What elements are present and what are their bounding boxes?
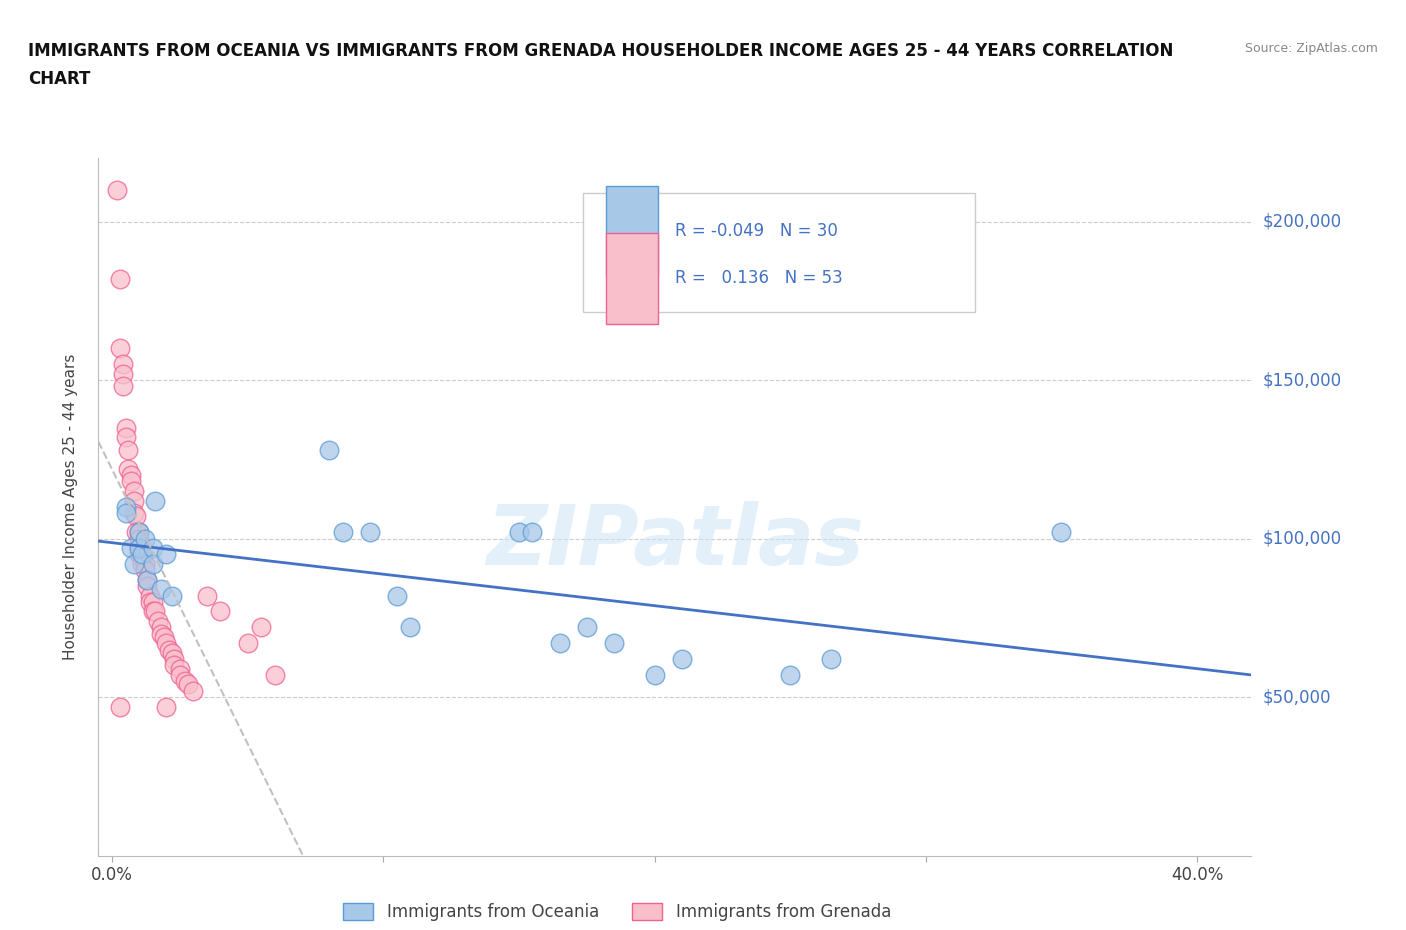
Point [169, 668, 191, 683]
Point [142, 540, 165, 555]
Point [136, 572, 159, 587]
Point [195, 588, 218, 603]
Point [250, 620, 273, 635]
Point [117, 443, 139, 458]
Point [152, 630, 174, 644]
FancyBboxPatch shape [606, 233, 658, 324]
Point [120, 474, 142, 489]
Point [169, 661, 191, 676]
Point [111, 379, 134, 393]
Point [136, 572, 159, 587]
Point [111, 357, 134, 372]
Point [128, 540, 150, 555]
Point [155, 699, 177, 714]
Point [114, 499, 136, 514]
Point [114, 430, 136, 445]
Point [160, 645, 183, 660]
Point [134, 563, 156, 578]
Point [155, 547, 177, 562]
Point [522, 525, 544, 539]
Text: Source: ZipAtlas.com: Source: ZipAtlas.com [1244, 42, 1378, 55]
Text: $50,000: $50,000 [1263, 688, 1331, 706]
Point [160, 588, 183, 603]
Point [134, 531, 156, 546]
Point [671, 652, 693, 667]
Point [332, 525, 354, 539]
Point [136, 578, 159, 593]
Point [120, 540, 142, 555]
Point [125, 525, 148, 539]
Point [108, 341, 131, 356]
Point [508, 525, 530, 539]
Point [107, 182, 129, 197]
Point [142, 604, 165, 619]
Point [142, 594, 165, 609]
Text: R = -0.049   N = 30: R = -0.049 N = 30 [675, 222, 838, 240]
Point [114, 420, 136, 435]
Y-axis label: Householder Income Ages 25 - 44 years: Householder Income Ages 25 - 44 years [63, 353, 77, 660]
Legend: Immigrants from Oceania, Immigrants from Grenada: Immigrants from Oceania, Immigrants from… [337, 896, 897, 927]
Point [145, 604, 167, 619]
Point [149, 626, 172, 641]
Point [146, 614, 169, 629]
Point [174, 673, 197, 688]
Point [183, 684, 205, 698]
Point [122, 506, 145, 521]
Point [145, 493, 167, 508]
Point [575, 620, 598, 635]
Point [149, 582, 172, 597]
Point [128, 525, 150, 539]
FancyBboxPatch shape [606, 186, 658, 276]
Point [131, 547, 153, 562]
Point [114, 506, 136, 521]
Point [120, 468, 142, 483]
Point [122, 484, 145, 498]
Text: IMMIGRANTS FROM OCEANIA VS IMMIGRANTS FROM GRENADA HOUSEHOLDER INCOME AGES 25 - : IMMIGRANTS FROM OCEANIA VS IMMIGRANTS FR… [28, 42, 1174, 60]
Point [139, 594, 162, 609]
Point [122, 556, 145, 571]
Point [548, 636, 571, 651]
Point [1050, 525, 1073, 539]
Point [779, 668, 801, 683]
Text: R =   0.136   N = 53: R = 0.136 N = 53 [675, 270, 842, 287]
Point [131, 551, 153, 565]
Point [139, 588, 162, 603]
Point [149, 620, 172, 635]
Point [125, 509, 148, 524]
Point [603, 636, 626, 651]
Point [644, 668, 666, 683]
Point [155, 636, 177, 651]
Point [359, 525, 381, 539]
Point [122, 493, 145, 508]
Point [209, 604, 232, 619]
Point [157, 642, 180, 657]
Point [108, 272, 131, 286]
Point [131, 556, 153, 571]
Point [820, 652, 842, 667]
Point [128, 540, 150, 555]
Text: ZIPatlas: ZIPatlas [486, 501, 863, 582]
Point [117, 461, 139, 476]
Point [236, 636, 259, 651]
Point [142, 556, 165, 571]
Point [128, 547, 150, 562]
Point [128, 525, 150, 539]
Point [177, 677, 200, 692]
Point [163, 652, 186, 667]
Point [399, 620, 422, 635]
Text: $100,000: $100,000 [1263, 529, 1341, 548]
Point [385, 588, 408, 603]
Point [111, 366, 134, 381]
Point [318, 443, 340, 458]
FancyBboxPatch shape [582, 193, 974, 312]
Point [134, 556, 156, 571]
Point [128, 531, 150, 546]
Point [263, 668, 285, 683]
Point [163, 658, 186, 672]
Text: $150,000: $150,000 [1263, 371, 1341, 389]
Text: CHART: CHART [28, 70, 90, 87]
Point [108, 699, 131, 714]
Text: $200,000: $200,000 [1263, 213, 1341, 231]
